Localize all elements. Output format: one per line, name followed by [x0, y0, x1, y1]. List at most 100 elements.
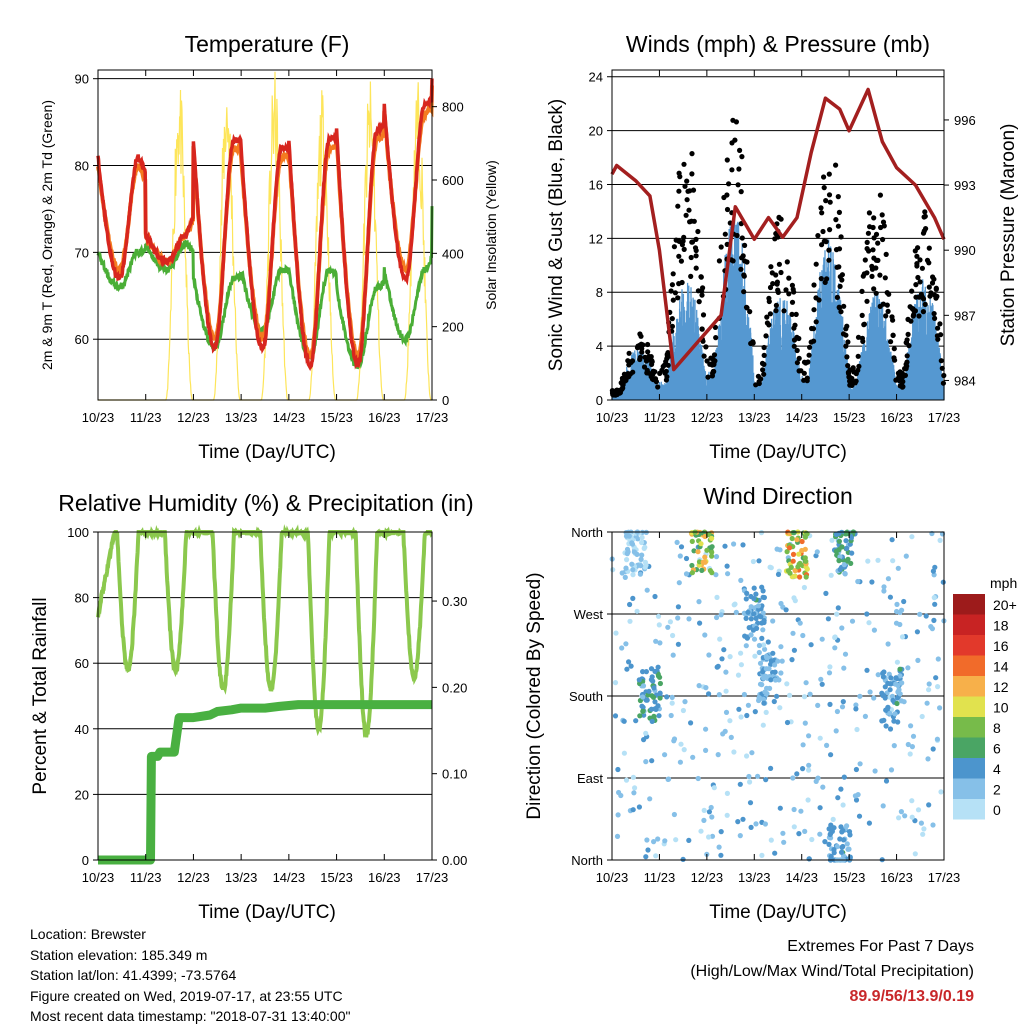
- temperature-xtick-label: 13/23: [225, 410, 258, 425]
- direction-point: [835, 795, 841, 801]
- gust-point: [657, 370, 663, 376]
- direction-point: [760, 696, 767, 703]
- gust-point: [735, 182, 741, 188]
- direction-point: [689, 562, 695, 569]
- direction-point: [872, 768, 878, 774]
- direction-point: [857, 761, 863, 767]
- direction-point: [748, 616, 754, 622]
- direction-point: [848, 535, 855, 541]
- direction-point: [865, 558, 871, 564]
- direction-point: [748, 824, 754, 831]
- direction-point: [787, 692, 793, 698]
- direction-point: [738, 662, 745, 668]
- direction-point: [767, 564, 773, 570]
- direction-point: [709, 553, 715, 559]
- gust-point: [891, 346, 897, 352]
- direction-point: [768, 677, 774, 683]
- direction-point: [723, 688, 729, 694]
- humidity-ytick-label: 60: [75, 656, 89, 671]
- extremes-subtitle: (High/Low/Max Wind/Total Precipitation): [690, 963, 974, 980]
- direction-point: [686, 837, 692, 844]
- gust-point: [813, 295, 819, 301]
- winds-y2tick-label: 987: [954, 308, 976, 323]
- speed-legend-swatch: [953, 594, 985, 615]
- gust-point: [724, 206, 731, 213]
- gust-point: [837, 283, 843, 289]
- direction-point: [700, 559, 706, 565]
- gust-point: [686, 207, 692, 213]
- direction-point: [899, 680, 905, 686]
- direction-xtick-label: 16/23: [880, 870, 913, 885]
- direction-point: [755, 603, 762, 609]
- temperature-xtick-label: 12/23: [177, 410, 210, 425]
- direction-point: [695, 775, 701, 782]
- winds-xtick-label: 12/23: [691, 410, 724, 425]
- gust-point: [818, 205, 824, 211]
- gust-point: [643, 358, 650, 364]
- gust-point: [791, 343, 797, 349]
- gust-point: [926, 284, 932, 290]
- gust-point: [834, 264, 840, 270]
- gust-point: [652, 376, 659, 382]
- gust-point: [847, 382, 853, 388]
- direction-panel: Wind Direction 10/23 11/23 12/23 13/23 14/23…: [524, 483, 1017, 923]
- direction-point: [653, 638, 659, 644]
- direction-point: [740, 542, 746, 548]
- direction-point: [665, 624, 671, 630]
- direction-point: [644, 837, 650, 843]
- direction-point: [887, 710, 893, 716]
- gust-point: [882, 275, 888, 281]
- gust-point: [870, 224, 876, 231]
- direction-point: [738, 714, 744, 720]
- direction-point: [871, 695, 877, 701]
- direction-point: [709, 833, 716, 839]
- temperature-xtick-label: 11/23: [130, 410, 162, 425]
- direction-point: [724, 812, 730, 818]
- direction-point: [931, 595, 937, 601]
- direction-point: [881, 588, 887, 594]
- gust-point: [804, 378, 810, 384]
- direction-point: [763, 666, 769, 672]
- direction-point: [629, 561, 635, 567]
- direction-point: [857, 693, 863, 699]
- gust-point: [826, 247, 832, 253]
- direction-point: [651, 839, 657, 845]
- direction-point: [636, 804, 643, 810]
- gust-point: [875, 240, 881, 246]
- direction-point: [665, 776, 671, 783]
- gust-point: [920, 230, 927, 236]
- direction-point: [656, 622, 662, 628]
- gust-point: [920, 309, 927, 315]
- direction-point: [760, 610, 766, 616]
- speed-legend-label: 0: [993, 802, 1001, 818]
- direction-point: [806, 767, 812, 773]
- direction-point: [775, 571, 782, 578]
- precipitation-line: [98, 700, 432, 865]
- direction-point: [680, 856, 686, 863]
- gust-point: [878, 224, 884, 231]
- direction-point: [815, 775, 821, 781]
- winds-ticks: 10/23 11/23 12/23 13/23 14/23 15/23 16/23 17/23…: [589, 70, 976, 425]
- direction-point: [838, 849, 845, 855]
- temperature-ytick-label: 70: [75, 245, 89, 260]
- gust-point: [693, 265, 699, 271]
- direction-point: [940, 579, 946, 585]
- gust-point: [843, 343, 849, 349]
- gust-point: [773, 308, 779, 314]
- direction-point: [751, 611, 757, 617]
- gust-point: [903, 366, 909, 372]
- humidity-y2tick-label: 0.30: [442, 594, 467, 609]
- direction-point: [657, 695, 663, 701]
- direction-point: [714, 614, 720, 621]
- gust-point: [767, 311, 774, 317]
- direction-point: [701, 817, 707, 824]
- gust-point: [875, 257, 881, 263]
- direction-point: [623, 641, 629, 647]
- direction-point: [709, 549, 715, 555]
- direction-point: [847, 854, 853, 860]
- direction-point: [894, 601, 900, 608]
- humidity-xtick-label: 11/23: [130, 870, 162, 885]
- direction-point: [827, 701, 833, 708]
- gust-point: [913, 294, 919, 300]
- gust-point: [856, 363, 862, 369]
